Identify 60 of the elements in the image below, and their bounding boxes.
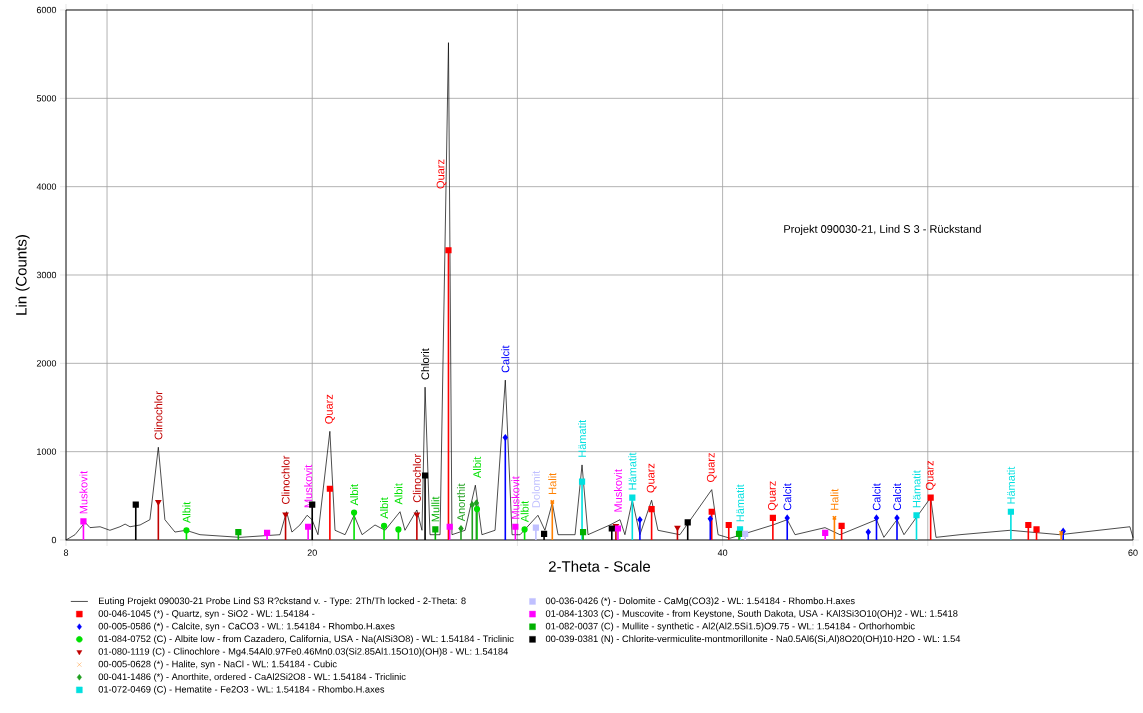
annotation: Muskovit: [304, 464, 313, 508]
annotation: Quarz: [706, 453, 717, 482]
annotation: Albit: [472, 456, 482, 479]
x-tick-label: 60: [1128, 549, 1138, 556]
legend-label: 00-036-0426 (*) - Dolomite - CaMg(CO3)2 - WL: 1.54184 - Rhombo.H.axes: [545, 597, 855, 606]
legend-label: 00-005-0628 (*) - Halite, syn - NaCl - WL: 1.54184 - Cubic: [98, 660, 337, 670]
legend-label: 01-082-0037 (C) - Mullite - synthetic - Al2(Al2.5Si1.5)O9.75 - WL: 1.54184 - Orthorhombic: [545, 622, 915, 632]
x-tick-label: 8: [63, 549, 69, 556]
annotation: Muskovit: [511, 476, 520, 519]
y-tick-label: 0: [51, 536, 57, 544]
annotation: Calcit: [501, 345, 510, 373]
annotation: Halit: [830, 488, 839, 510]
annotation: Hämatit: [628, 452, 637, 490]
x-tick-label: 40: [717, 549, 728, 556]
legend-label: 00-046-1045 (*) - Quartz, syn - SiO2 - WL: 1.54184 -: [98, 609, 315, 619]
legend-label: 01-084-0752 (C) - Albite low - from Cazadero, California, USA - Na(AlSi3O8) - WL: 1.54184 - Triclinic: [98, 635, 514, 644]
annotation: Dolomit: [531, 470, 540, 508]
y-tick-label: 2000: [36, 360, 57, 367]
annotation: Calcit: [892, 483, 902, 511]
legend-label: 01-084-1303 (C) - Muscovite - from Keystone, South Dakota, USA - KAl3Si3O10(OH)2 - WL: 1.5418: [545, 609, 958, 619]
y-tick-label: 3000: [36, 271, 57, 279]
annotation: Muskovit: [79, 470, 88, 514]
annotation: Hämatit: [736, 484, 745, 522]
annotation: Hämatit: [578, 419, 587, 457]
annotation: Halit: [548, 472, 557, 494]
annotation: Quarz: [436, 159, 447, 189]
annotation: Hämatit: [912, 470, 921, 508]
annotation: Quarz: [925, 460, 936, 490]
annotation: Albit: [350, 484, 359, 506]
annotation: Mullit: [431, 496, 440, 522]
annotation: Albit: [394, 483, 403, 505]
legend-label: Euting Projekt 090030-21 Probe Lind S3 R?ckstand v. - Type: 2Th/Th locked - 2-Theta: 8: [99, 597, 466, 606]
y-tick-label: 5000: [36, 95, 57, 102]
annotation: Quarz: [768, 481, 778, 511]
annotation: Calcit: [872, 483, 881, 511]
annotation: Clinochlor: [412, 454, 421, 503]
annotation: Chlorit: [421, 348, 430, 380]
annotation: Calcit: [783, 483, 792, 511]
legend-label: 01-072-0469 (C) - Hematite - Fe2O3 - WL: 1.54184 - Rhombo.H.axes: [98, 685, 385, 695]
annotation: Anorthit: [456, 483, 466, 522]
legend-label: 00-041-1486 (*) - Anorthite, ordered - CaAl2Si2O8 - WL: 1.54184 - Triclinic: [98, 673, 406, 682]
annotation: Quarz: [325, 394, 335, 424]
x-axis-title: 2-Theta - Scale: [548, 560, 651, 572]
annotation: Clinochlor: [281, 455, 290, 504]
annotation: Clinochlor: [154, 391, 163, 440]
legend-label: 01-080-1119 (C) - Clinochlore - Mg4.54Al0.97Fe0.46Mn0.03(Si2.85Al1.15O10)(OH)8 - WL: 1.54184: [98, 647, 508, 657]
annotation: Albit: [520, 500, 529, 523]
x-tick-label: 20: [307, 549, 317, 556]
annotation: Quarz: [646, 463, 657, 493]
y-tick-label: 4000: [36, 183, 57, 190]
annotation: Albit: [380, 497, 389, 519]
legend-label: 00-039-0381 (N) - Chlorite-vermiculite-montmorillonite - Na0.5Al6(Si,Al)8O20(OH)10·H2O - WL: 1.54: [545, 635, 961, 644]
annotation: Albit: [182, 501, 191, 524]
annotation: Hämatit: [1006, 466, 1015, 504]
annotation: Muskovit: [613, 469, 622, 512]
y-tick-label: 6000: [36, 6, 57, 14]
annotation: Projekt 090030-21, Lind S 3 - Rückstand: [784, 224, 981, 236]
y-axis-title: Lin (Counts): [15, 235, 30, 315]
legend-label: 00-005-0586 (*) - Calcite, syn - CaCO3 - WL: 1.54184 - Rhombo.H.axes: [98, 622, 395, 632]
y-tick-label: 1000: [37, 448, 57, 455]
